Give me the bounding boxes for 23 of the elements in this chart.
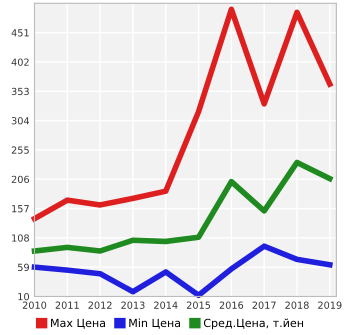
- y-tick-label: 451: [12, 29, 29, 36]
- x-tick-label: 2018: [285, 302, 309, 309]
- x-tick-label: 2017: [252, 302, 276, 309]
- legend-label: Сред.Цена, т.йен: [204, 318, 304, 330]
- y-tick-label: 353: [12, 88, 29, 96]
- x-tick-label: 2016: [220, 302, 244, 309]
- legend-label: Min Цена: [129, 318, 180, 329]
- y-tick-label: 108: [12, 234, 29, 242]
- x-tick-label: 2013: [121, 302, 145, 309]
- y-tick-label: 304: [12, 117, 30, 124]
- y-tick-label: 10: [18, 292, 29, 300]
- x-tick-label: 2010: [22, 302, 46, 309]
- x-tick-label: 2012: [88, 302, 112, 309]
- legend-label: Max Цена: [51, 318, 106, 329]
- y-tick-label: 59: [18, 264, 29, 271]
- x-tick-label: 2015: [186, 302, 210, 309]
- y-tick-label: 255: [12, 146, 29, 154]
- x-tick-label: 2011: [56, 302, 79, 309]
- x-tick-label: 2014: [154, 302, 178, 309]
- y-tick-label: 206: [12, 176, 30, 184]
- y-tick-label: 402: [12, 58, 29, 66]
- x-tick-label: 2019: [318, 302, 342, 309]
- y-tick-label: 157: [12, 205, 29, 212]
